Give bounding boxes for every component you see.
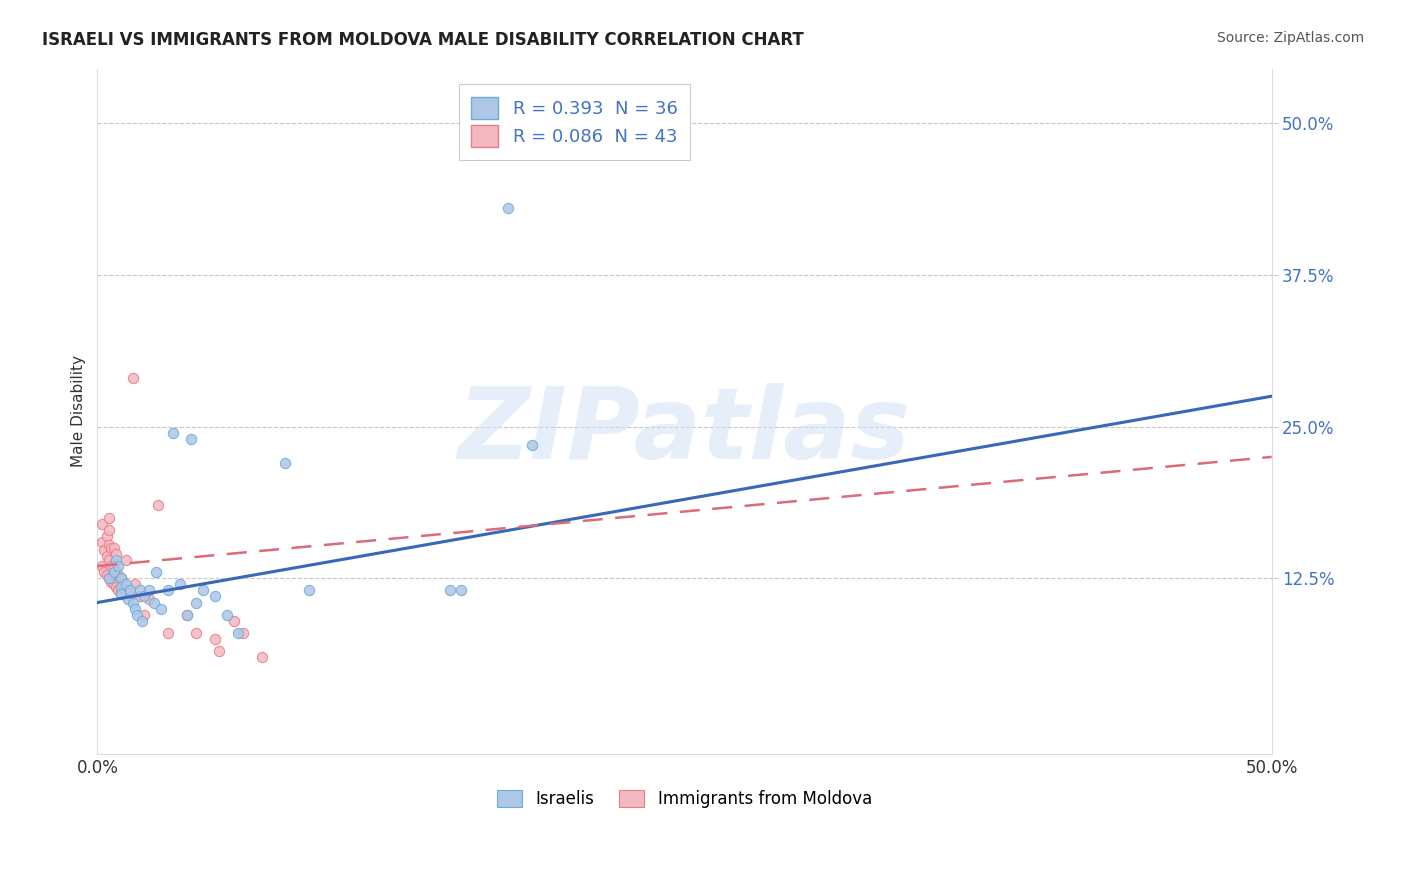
Point (105, 547, 128, 561)
Point (107, 559, 129, 574)
Text: ISRAELI VS IMMIGRANTS FROM MOLDOVA MALE DISABILITY CORRELATION CHART: ISRAELI VS IMMIGRANTS FROM MOLDOVA MALE … (42, 31, 804, 49)
Point (120, 583, 142, 598)
Point (93, 543, 115, 558)
Point (114, 577, 136, 591)
Point (93, 565, 115, 579)
Point (145, 565, 167, 579)
Point (110, 571, 132, 585)
Point (149, 601, 172, 615)
Point (156, 625, 179, 640)
Point (124, 601, 146, 615)
Point (450, 583, 472, 598)
Point (134, 607, 156, 622)
Y-axis label: Male Disability: Male Disability (72, 355, 86, 467)
Point (191, 583, 214, 598)
Point (250, 650, 273, 665)
Point (91, 516, 114, 531)
Point (98, 539, 121, 553)
Point (117, 583, 139, 598)
Text: ZIPatlas: ZIPatlas (458, 384, 911, 481)
Legend: Israelis, Immigrants from Moldova: Israelis, Immigrants from Moldova (491, 783, 879, 814)
Point (91, 559, 114, 574)
Point (107, 567, 129, 582)
Point (138, 591, 160, 606)
Point (226, 625, 249, 640)
Point (100, 541, 122, 555)
Point (103, 577, 125, 591)
Point (114, 553, 136, 567)
Point (98, 523, 121, 537)
Point (110, 586, 132, 600)
Point (96, 549, 118, 564)
Point (117, 591, 139, 606)
Point (232, 625, 254, 640)
Point (128, 583, 150, 598)
Point (208, 644, 231, 658)
Point (110, 587, 132, 601)
Point (204, 590, 226, 604)
Point (100, 574, 122, 589)
Point (520, 438, 543, 452)
Point (184, 595, 207, 609)
Point (162, 425, 184, 440)
Point (274, 456, 297, 470)
Point (204, 632, 226, 646)
Point (439, 583, 461, 598)
Point (298, 583, 321, 598)
Point (498, 201, 520, 215)
Point (96, 529, 118, 543)
Point (96, 567, 118, 582)
Text: Source: ZipAtlas.com: Source: ZipAtlas.com (1216, 31, 1364, 45)
Point (98, 571, 121, 585)
Point (134, 590, 156, 604)
Point (121, 371, 143, 385)
Point (176, 607, 198, 622)
Point (128, 590, 150, 604)
Point (98, 510, 121, 524)
Point (222, 614, 245, 628)
Point (91, 534, 114, 549)
Point (98, 553, 121, 567)
Point (127, 607, 149, 622)
Point (105, 565, 128, 579)
Point (103, 565, 125, 579)
Point (98, 571, 121, 585)
Point (105, 553, 128, 567)
Point (100, 559, 122, 574)
Point (124, 577, 146, 591)
Point (180, 432, 202, 446)
Point (138, 583, 160, 598)
Point (110, 580, 132, 594)
Point (103, 541, 125, 555)
Point (169, 577, 191, 591)
Point (121, 595, 143, 609)
Point (105, 580, 128, 594)
Point (142, 595, 165, 609)
Point (156, 583, 179, 598)
Point (112, 577, 135, 591)
Point (148, 499, 170, 513)
Point (215, 607, 238, 622)
Point (131, 614, 153, 628)
Point (107, 583, 129, 598)
Point (184, 625, 207, 640)
Point (110, 571, 132, 585)
Point (176, 607, 198, 622)
Point (103, 559, 125, 574)
